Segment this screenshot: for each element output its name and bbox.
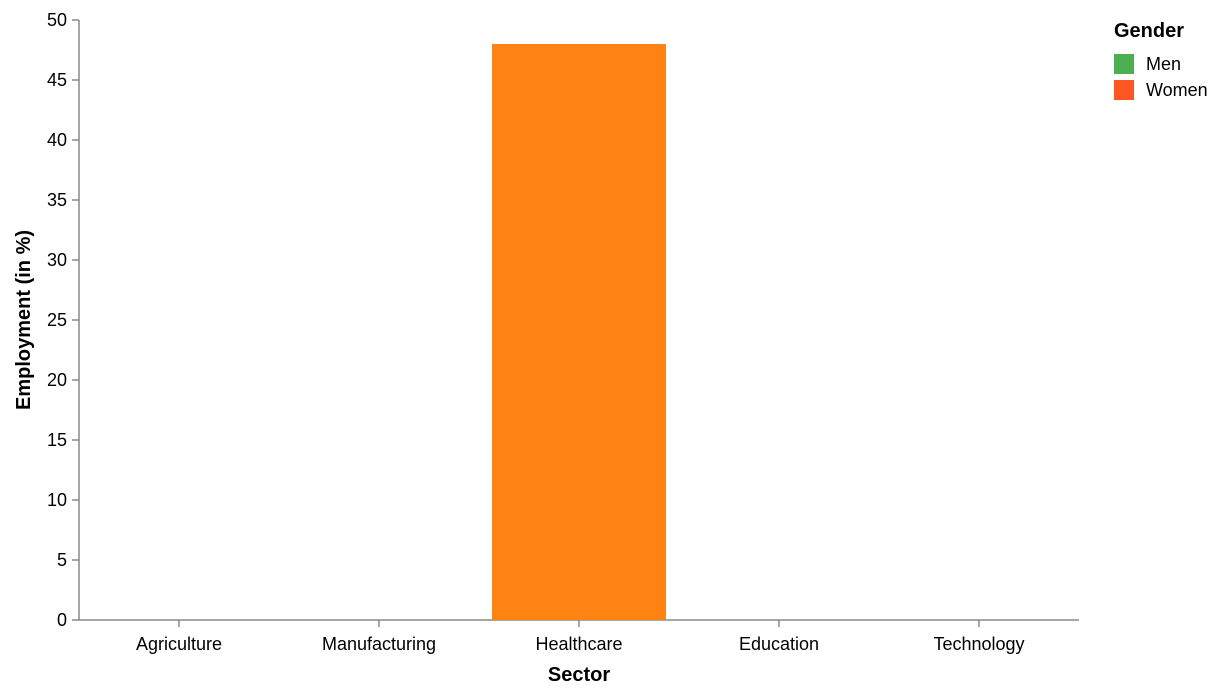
y-axis-title: Employment (in %): [13, 230, 35, 410]
legend-item-men[interactable]: Men: [1114, 51, 1208, 77]
y-tick-label: 15: [47, 430, 67, 450]
y-tick-label: 25: [47, 310, 67, 330]
x-axis-title: Sector: [548, 664, 610, 686]
x-tick-label: Healthcare: [535, 634, 622, 654]
y-tick-label: 20: [47, 370, 67, 390]
y-tick-label: 5: [57, 550, 67, 570]
legend: Gender Men Women: [1114, 20, 1208, 103]
legend-swatch-men: [1114, 54, 1134, 74]
y-tick-label: 40: [47, 130, 67, 150]
x-tick-label: Manufacturing: [322, 634, 436, 654]
y-tick-label: 45: [47, 70, 67, 90]
legend-title: Gender: [1114, 20, 1185, 42]
y-axis: 0 5 10 15 20 25 30 35 40 45 50: [47, 10, 80, 630]
x-tick-label: Education: [739, 634, 819, 654]
x-tick-label: Agriculture: [136, 634, 222, 654]
legend-label-women: Women: [1146, 79, 1208, 100]
y-tick-label: 10: [47, 490, 67, 510]
x-axis: Agriculture Manufacturing Healthcare Educat…: [79, 619, 1079, 654]
x-tick-label: Technology: [933, 634, 1024, 654]
legend-item-women[interactable]: Women: [1114, 77, 1208, 103]
legend-label-men: Men: [1146, 53, 1182, 74]
bar-women-healthcare: [492, 44, 666, 620]
y-tick-label: 30: [47, 250, 67, 270]
y-tick-label: 35: [47, 190, 67, 210]
bars: [492, 44, 666, 620]
y-tick-label: 0: [57, 610, 67, 630]
legend-swatch-women: [1114, 80, 1134, 100]
y-tick-label: 50: [47, 10, 67, 30]
